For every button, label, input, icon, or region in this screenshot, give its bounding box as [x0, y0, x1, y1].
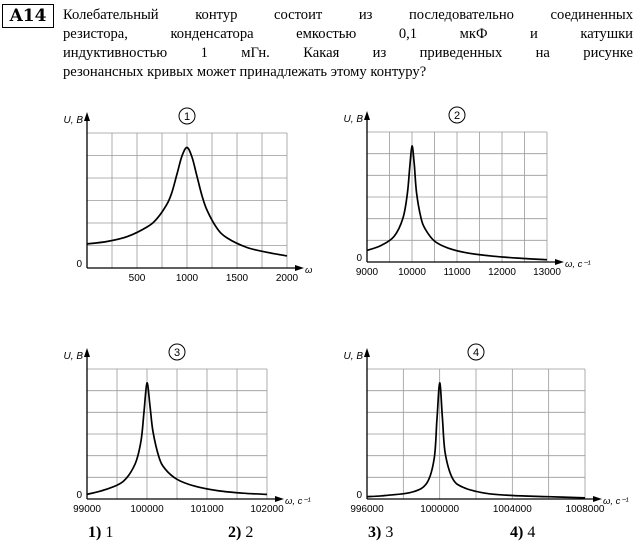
x-tick-label: 9000 — [356, 267, 379, 278]
chart-number-label: 4 — [473, 347, 479, 359]
chart-2: U, В ω, с⁻¹ 0 2 9000 10000 11000 12000 13000 — [344, 106, 591, 278]
x-tick-label: 12000 — [488, 267, 516, 278]
x-tick-label: 102000 — [250, 504, 284, 515]
x-tick-label: 13000 — [533, 267, 561, 278]
resonance-curve — [366, 382, 586, 499]
y-axis-arrow — [364, 348, 370, 357]
x-axis-arrow — [593, 496, 602, 502]
chart-3: U, В ω, с⁻¹ 0 3 99000 100000 101000 102000 — [64, 343, 311, 515]
chart-number-label: 1 — [184, 111, 190, 123]
answer-value: 3 — [385, 524, 394, 541]
answer-number: 3) — [368, 524, 382, 541]
answer-option-1[interactable]: 1) 1 — [88, 524, 113, 542]
answer-number: 1) — [88, 524, 102, 541]
x-tick-label: 1004000 — [493, 504, 532, 515]
answer-option-4[interactable]: 4) 4 — [510, 524, 535, 542]
answer-options: 1) 1 2) 2 3) 3 4) 4 — [0, 524, 641, 552]
y-axis-label: U, В — [64, 351, 84, 362]
x-tick-label: 1500 — [226, 273, 249, 284]
chart-number-badge — [168, 343, 186, 361]
x-axis-label: ω, с⁻¹ — [565, 259, 591, 270]
question-line: резистора, конденсатора емкостью 0,1 мкФ… — [63, 26, 633, 42]
origin-label: 0 — [356, 253, 362, 264]
answer-number: 4) — [510, 524, 524, 541]
y-axis-arrow — [84, 348, 90, 357]
chart-number-badge — [467, 343, 485, 361]
resonance-curve — [366, 145, 548, 261]
chart-number-badge — [178, 107, 196, 125]
answer-option-3[interactable]: 3) 3 — [368, 524, 393, 542]
question-text: Колебательный контур состоит из последов… — [63, 6, 633, 82]
x-axis-label: ω, с⁻¹ — [285, 496, 311, 507]
question-line: индуктивностью 1 мГн. Какая из приведенн… — [63, 45, 633, 61]
answer-value: 4 — [527, 524, 536, 541]
x-axis-arrow — [555, 259, 564, 265]
chart-number-label: 3 — [174, 347, 180, 359]
x-tick-label: 500 — [129, 273, 146, 284]
y-axis-label: U, В — [64, 115, 84, 126]
answer-option-2[interactable]: 2) 2 — [228, 524, 253, 542]
x-tick-label: 1000 — [176, 273, 199, 284]
chart-number-badge — [448, 106, 466, 124]
chart-number-label: 2 — [454, 110, 460, 122]
y-axis-label: U, В — [344, 351, 364, 362]
x-axis-arrow — [295, 265, 304, 271]
x-tick-label: 10000 — [398, 267, 426, 278]
chart-4: U, В ω, с⁻¹ 0 4 996000 1000000 1004000 1008000 — [344, 343, 629, 515]
y-axis-label: U, В — [344, 114, 364, 125]
question-number: A14 — [2, 4, 54, 28]
answer-value: 1 — [105, 524, 114, 541]
question-line: резонансных кривых может принадлежать эт… — [63, 64, 427, 80]
x-tick-label: 996000 — [350, 504, 384, 515]
x-axis-label: ω, с⁻¹ — [603, 496, 629, 507]
x-axis-arrow — [275, 496, 284, 502]
answer-value: 2 — [245, 524, 254, 541]
y-axis-arrow — [84, 112, 90, 121]
x-tick-label: 1008000 — [566, 504, 605, 515]
x-tick-label: 101000 — [190, 504, 224, 515]
x-tick-label: 2000 — [276, 273, 299, 284]
y-axis-arrow — [364, 111, 370, 120]
x-tick-label: 11000 — [443, 267, 471, 278]
origin-label: 0 — [356, 490, 362, 501]
answer-number: 2) — [228, 524, 242, 541]
resonance-curve — [86, 146, 288, 257]
origin-label: 0 — [76, 259, 82, 270]
x-axis-label: ω, с⁻¹ — [305, 265, 312, 276]
chart-1: U, Вω, с⁻¹01500100015002000 — [64, 107, 312, 284]
x-tick-label: 100000 — [130, 504, 164, 515]
question-line: Колебательный контур состоит из последов… — [63, 7, 633, 23]
x-tick-label: 99000 — [73, 504, 101, 515]
resonance-curve — [86, 382, 268, 496]
origin-label: 0 — [76, 490, 82, 501]
x-tick-label: 1000000 — [420, 504, 459, 515]
